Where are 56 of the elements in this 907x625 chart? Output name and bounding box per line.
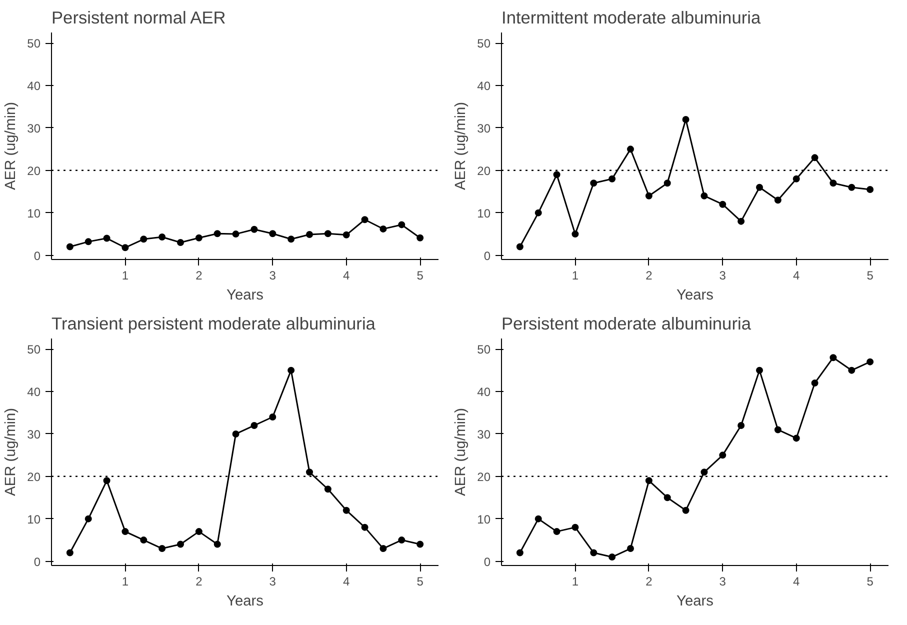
x-tick-label: 5 xyxy=(416,574,424,588)
x-tick-label: 5 xyxy=(416,268,424,282)
x-tick-label: 1 xyxy=(572,268,579,282)
y-tick-label: 40 xyxy=(27,385,41,400)
y-tick-label: 10 xyxy=(477,512,491,526)
x-tick-label: 5 xyxy=(866,574,874,588)
x-tick-label: 3 xyxy=(269,268,276,282)
y-axis-title: AER (ug/min) xyxy=(3,102,20,190)
x-axis-title: Years xyxy=(676,594,714,610)
chart-title: Persistent moderate albuminuria xyxy=(502,314,752,334)
x-axis-title: Years xyxy=(676,288,714,304)
x-tick-label: 1 xyxy=(122,268,129,282)
x-axis-title: Years xyxy=(226,288,264,304)
x-tick-label: 2 xyxy=(646,574,653,588)
x-tick-label: 3 xyxy=(719,268,726,282)
y-tick-label: 40 xyxy=(477,79,491,94)
x-tick-label: 3 xyxy=(269,574,276,588)
y-axis-title: AER (ug/min) xyxy=(453,408,470,496)
y-tick-label: 30 xyxy=(477,121,491,136)
x-tick-label: 2 xyxy=(196,574,203,588)
y-tick-label: 50 xyxy=(477,342,491,357)
y-tick-label: 0 xyxy=(34,248,41,263)
y-axis-title: AER (ug/min) xyxy=(453,102,470,190)
chart-title: Intermittent moderate albuminuria xyxy=(502,8,761,28)
chart-title: Transient persistent moderate albuminuria xyxy=(52,314,376,334)
x-tick-label: 1 xyxy=(122,574,129,588)
y-tick-label: 50 xyxy=(27,342,41,357)
x-tick-label: 2 xyxy=(646,268,653,282)
y-tick-label: 20 xyxy=(27,164,41,178)
y-tick-label: 20 xyxy=(477,164,491,178)
x-tick-label: 4 xyxy=(793,574,800,588)
x-tick-label: 4 xyxy=(343,574,350,588)
x-tick-label: 2 xyxy=(196,268,203,282)
y-tick-label: 10 xyxy=(27,512,41,526)
y-tick-label: 50 xyxy=(477,36,491,51)
x-tick-label: 5 xyxy=(866,268,874,282)
chart-title: Persistent normal AER xyxy=(52,8,226,28)
y-tick-label: 10 xyxy=(477,206,491,220)
y-tick-label: 0 xyxy=(34,554,41,569)
x-tick-label: 3 xyxy=(719,574,726,588)
y-tick-label: 10 xyxy=(27,206,41,220)
y-tick-label: 30 xyxy=(27,121,41,136)
y-tick-label: 20 xyxy=(477,470,491,484)
y-tick-label: 40 xyxy=(27,79,41,94)
x-tick-label: 1 xyxy=(572,574,579,588)
y-tick-label: 50 xyxy=(27,36,41,51)
y-tick-label: 30 xyxy=(477,427,491,442)
x-tick-label: 4 xyxy=(343,268,350,282)
y-tick-label: 0 xyxy=(484,554,491,569)
y-tick-label: 20 xyxy=(27,470,41,484)
x-tick-label: 4 xyxy=(793,268,800,282)
y-tick-label: 0 xyxy=(484,248,491,263)
y-tick-label: 40 xyxy=(477,385,491,400)
y-tick-label: 30 xyxy=(27,427,41,442)
x-axis-title: Years xyxy=(226,594,264,610)
y-axis-title: AER (ug/min) xyxy=(3,408,20,496)
